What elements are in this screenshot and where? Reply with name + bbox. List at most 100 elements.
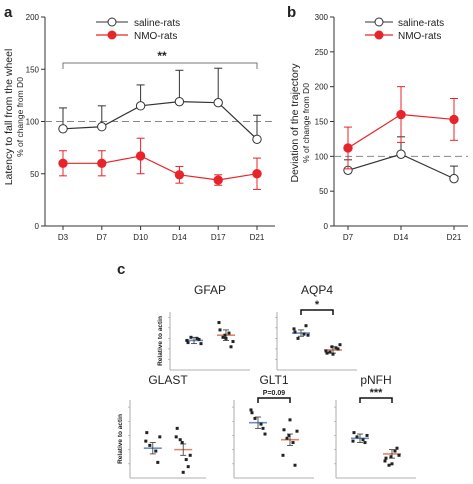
pa-xtick-label: D21 <box>250 233 265 242</box>
pc-aqp4-nmo-point <box>330 345 334 349</box>
pa-nmo-line <box>63 155 258 181</box>
pa-nmo-point <box>58 158 68 169</box>
pb-xtick-label: D21 <box>447 233 462 242</box>
pc-aqp4-nmo-point <box>324 349 328 353</box>
pc-pnfh-title: pNFH <box>360 373 391 387</box>
pc-gfap-saline-point <box>199 342 203 346</box>
pc-gfap-nmo-point <box>221 335 225 339</box>
pc-gfap-saline-point <box>186 341 190 345</box>
pc-aqp4-saline-point <box>296 336 300 340</box>
pc-glast-saline-point <box>148 443 152 447</box>
pa-saline-point <box>58 124 68 134</box>
panel-a-chart: Latency to fall from the wheel % of chan… <box>3 13 275 242</box>
pc-pnfh-nmo-point <box>393 449 397 453</box>
pa-nmo-point <box>252 169 262 179</box>
panel-b-ylabel-sub: % of change from D0 <box>301 83 311 163</box>
pc-glt1-saline-point <box>259 422 263 426</box>
pc-glast-saline-point <box>158 435 162 439</box>
pc-glast-nmo-point <box>175 426 179 430</box>
pa-ytick-label: 150 <box>26 65 40 74</box>
pc-gfap-title: GFAP <box>194 283 226 297</box>
pa-saline-point <box>252 134 262 144</box>
panel-c-blots: GFAP Relative to actin AQP4 * GLAST Relative … <box>117 283 416 479</box>
pc-glt1-significance-bracket <box>257 397 291 403</box>
pb-ytick-label: 150 <box>315 118 329 127</box>
pc-pnfh-saline-point <box>352 431 356 435</box>
pc-aqp4-significance-bracket <box>300 309 334 315</box>
pc-gfap-nmo-point <box>227 331 231 335</box>
legend-b-nmo-marker <box>374 30 384 40</box>
pc-glast-saline-point <box>144 439 148 443</box>
pc-glt1-nmo-point <box>282 428 286 432</box>
pc-gfap-saline-point <box>185 338 189 342</box>
panel-a-legend: saline-rats NMO-rats <box>96 17 180 42</box>
pc-pnfh-nmo-point <box>389 455 393 459</box>
panel-c-letter: c <box>117 261 125 278</box>
pc-gfap-ylabel: Relative to actin <box>157 316 164 366</box>
pc-pnfh-saline-point <box>355 435 359 439</box>
pc-gfap-nmo-point <box>223 333 227 337</box>
pa-ytick-label: 50 <box>30 170 39 179</box>
pc-glast-nmo-point <box>188 453 192 457</box>
pb-saline-point <box>396 149 406 159</box>
pa-xtick-label: D17 <box>211 233 226 242</box>
panel-b-chart: Deviation of the trajectory % of change … <box>289 13 468 242</box>
pc-gfap-nmo-point <box>218 328 222 332</box>
panel-b-letter: b <box>287 4 296 21</box>
pc-pnfh-saline-point <box>351 439 355 443</box>
pc-glt1-saline-point <box>263 432 267 436</box>
pc-aqp4-saline-point <box>304 324 308 328</box>
pc-pnfh-nmo-point <box>395 446 399 450</box>
pa-xtick-label: D7 <box>97 233 108 242</box>
pa-nmo-point <box>97 158 107 169</box>
pc-glast-nmo-point <box>178 438 182 442</box>
pc-glast-nmo-point <box>181 470 185 474</box>
panel-a-significance: ** <box>157 49 167 63</box>
pa-saline-point <box>213 97 223 108</box>
pc-glt1-saline-point <box>253 416 257 420</box>
pc-gfap-nmo-point <box>229 345 233 349</box>
pa-nmo-point <box>174 170 185 180</box>
panel-b-ylabel: Deviation of the trajectory <box>289 63 301 183</box>
panel-a-letter: a <box>4 4 13 21</box>
pc-glast-nmo-point <box>186 465 190 469</box>
pc-aqp4-saline-point <box>293 330 297 334</box>
pa-ytick-label: 100 <box>26 118 40 127</box>
pc-glast-ylabel: Relative to actin <box>117 414 124 464</box>
pc-glt1-nmo-point <box>291 441 295 445</box>
pc-glt1-saline-point <box>261 426 265 430</box>
legend-a-saline-marker <box>107 17 117 27</box>
pc-pnfh-saline-point <box>365 433 369 437</box>
pc-pnfh-nmo-point <box>387 463 391 467</box>
pc-glast-saline-point <box>154 449 158 453</box>
pc-gfap-saline-point <box>197 337 201 341</box>
pb-xtick-label: D7 <box>343 233 354 242</box>
pc-pnfh-saline-point <box>363 441 367 445</box>
pc-pnfh-nmo-point <box>384 456 388 460</box>
pc-glt1-saline-point <box>249 408 253 412</box>
pb-ytick-label: 50 <box>319 187 328 196</box>
pc-aqp4-saline-point <box>306 333 310 337</box>
pc-glt1-nmo-point <box>281 453 285 457</box>
pa-nmo-point <box>213 175 223 185</box>
pc-aqp4-nmo-point <box>328 350 332 354</box>
pa-saline-point <box>135 101 146 111</box>
pa-significance-bracket <box>62 62 258 69</box>
pc-aqp4-nmo-point <box>338 343 342 347</box>
pc-pnfh-nmo-point <box>397 453 401 457</box>
pc-aqp4-nmo-point <box>325 351 329 355</box>
panel-b-legend: saline-rats NMO-rats <box>365 17 444 42</box>
pa-saline-point <box>97 122 107 132</box>
pc-gfap-nmo-point <box>224 336 228 340</box>
pc-glt1-title: GLT1 <box>259 373 288 387</box>
pc-gfap-saline-point <box>195 336 199 340</box>
pa-xtick-label: D3 <box>58 233 69 242</box>
pb-ytick-label: 0 <box>324 222 329 231</box>
pb-nmo-point <box>449 114 459 125</box>
pa-ytick-label: 0 <box>35 222 40 231</box>
pc-pnfh-saline-point <box>361 438 365 442</box>
pc-glt1-nmo-point <box>295 429 299 433</box>
pc-gfap-nmo-point <box>217 321 221 325</box>
pc-aqp4-title: AQP4 <box>301 283 333 297</box>
